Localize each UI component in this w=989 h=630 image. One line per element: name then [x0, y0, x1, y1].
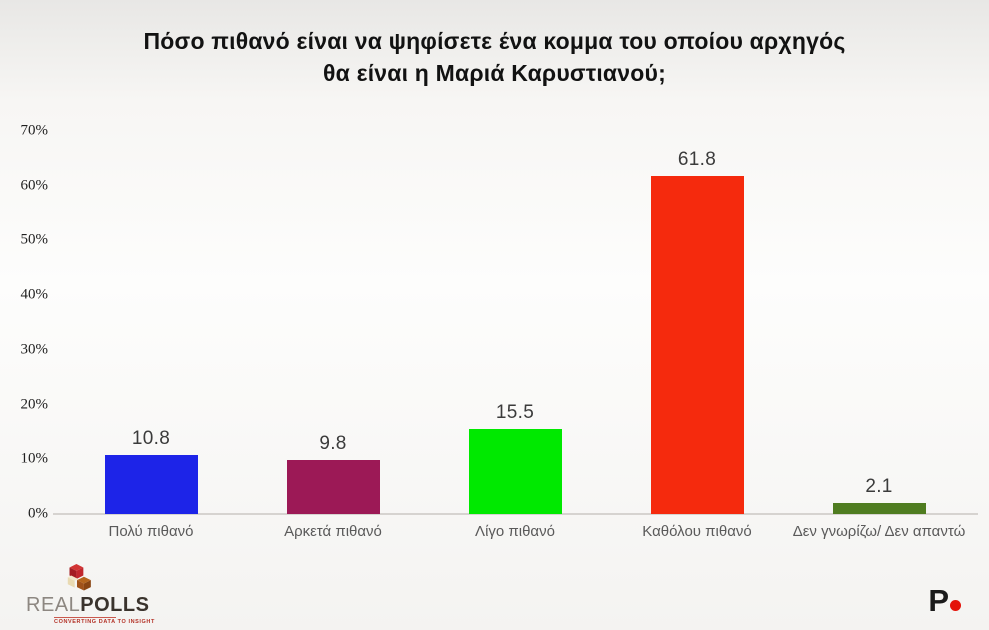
- bar-value-label: 61.8: [677, 148, 717, 170]
- realpolls-wordmark: REALPOLLS: [26, 595, 176, 615]
- bar-column: 15.5 Λίγο πιθανό: [424, 131, 606, 540]
- bar-value-label: 2.1: [865, 475, 893, 497]
- bar-value-label: 10.8: [131, 427, 171, 449]
- category-label: Καθόλου πιθανό: [642, 523, 752, 540]
- pronews-red-dot-icon: [950, 600, 961, 611]
- y-axis-tick-label: 40%: [20, 286, 49, 303]
- bar-column: 2.1 Δεν γνωρίζω/ Δεν απαντώ: [788, 131, 970, 540]
- realpolls-wordmark-polls: POLLS: [80, 594, 150, 616]
- bar-column: 61.8 Καθόλου πιθανό: [606, 131, 788, 540]
- bar-value-label: 9.8: [319, 433, 347, 455]
- bar-1: [104, 454, 198, 514]
- y-axis-tick-label: 30%: [20, 341, 49, 358]
- category-label: Πολύ πιθανό: [108, 523, 194, 540]
- bar-column: 10.8 Πολύ πιθανό: [60, 131, 242, 540]
- realpolls-tagline: CONVERTING DATA TO INSIGHT: [54, 617, 155, 625]
- y-axis-tick-label: 0%: [28, 505, 48, 522]
- category-label: Λίγο πιθανό: [475, 523, 555, 540]
- bar-value-label: 15.5: [495, 402, 535, 424]
- bar-5: [832, 502, 926, 514]
- y-axis-tick-label: 70%: [20, 122, 49, 139]
- chart-title: Πόσο πιθανό είναι να ψηφίσετε ένα κομμα …: [0, 26, 989, 89]
- bar-column: 9.8 Αρκετά πιθανό: [242, 131, 424, 540]
- bar-4: [650, 175, 744, 514]
- y-axis-tick-label: 20%: [20, 396, 49, 413]
- realpolls-logo: REALPOLLS CONVERTING DATA TO INSIGHT: [26, 564, 176, 625]
- plot-area: 10.8 Πολύ πιθανό 9.8 Αρκετά πιθανό 15.5 Λίγο …: [60, 131, 970, 540]
- y-axis-tick-label: 10%: [20, 450, 49, 467]
- pronews-logo: P: [928, 585, 961, 616]
- realpolls-wordmark-real: REAL: [26, 594, 81, 616]
- category-label: Δεν γνωρίζω/ Δεν απαντώ: [792, 523, 966, 540]
- chart-title-line2: θα είναι η Μαριά Καρυστιανού;: [323, 59, 666, 86]
- realpolls-cube-icon: [67, 564, 91, 591]
- chart-title-line1: Πόσο πιθανό είναι να ψηφίσετε ένα κομμα …: [143, 28, 846, 54]
- y-axis-tick-label: 60%: [20, 177, 49, 194]
- x-axis-line: [53, 513, 978, 515]
- bar-2: [286, 460, 380, 514]
- bar-3: [468, 429, 562, 514]
- pronews-letter: P: [928, 583, 949, 618]
- category-label: Αρκετά πιθανό: [284, 523, 382, 540]
- y-axis: 0% 10% 20% 30% 40% 50% 60% 70%: [0, 123, 49, 522]
- y-axis-tick-label: 50%: [20, 231, 49, 248]
